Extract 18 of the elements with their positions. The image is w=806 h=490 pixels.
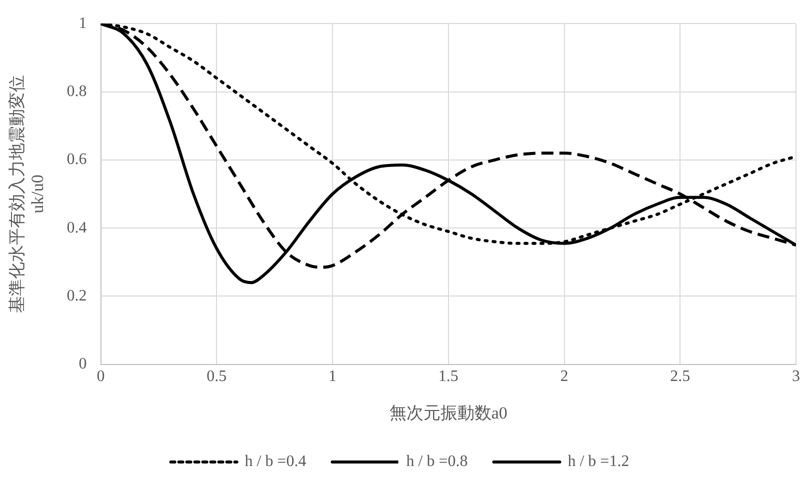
legend-label: h / b =1.2 xyxy=(568,453,630,470)
y-tick-label: 0.4 xyxy=(66,219,87,236)
x-tick-label: 0 xyxy=(96,368,105,386)
x-tick-label: 3 xyxy=(792,368,800,386)
legend-label: h / b =0.4 xyxy=(244,453,306,470)
y-tick-label: 0.8 xyxy=(66,82,87,100)
x-tick-label: 1.5 xyxy=(438,368,458,386)
x-tick-label: 2 xyxy=(560,368,568,386)
y-tick-label: 0 xyxy=(78,356,87,373)
x-tick-label: 0.5 xyxy=(206,368,227,386)
x-tick-label: 2.5 xyxy=(670,368,690,386)
legend-label: h / b =0.8 xyxy=(406,453,468,470)
y-tick-label: 0.2 xyxy=(66,287,87,304)
x-tick-label: 1 xyxy=(328,368,337,386)
x-axis-title: 無次元振動数a0 xyxy=(389,403,508,422)
y-tick-label: 1 xyxy=(78,14,87,32)
y-tick-label: 0.6 xyxy=(66,151,87,168)
y-axis-title: 基準化水平有効入力地震動変位 uk/u0 xyxy=(8,75,48,313)
